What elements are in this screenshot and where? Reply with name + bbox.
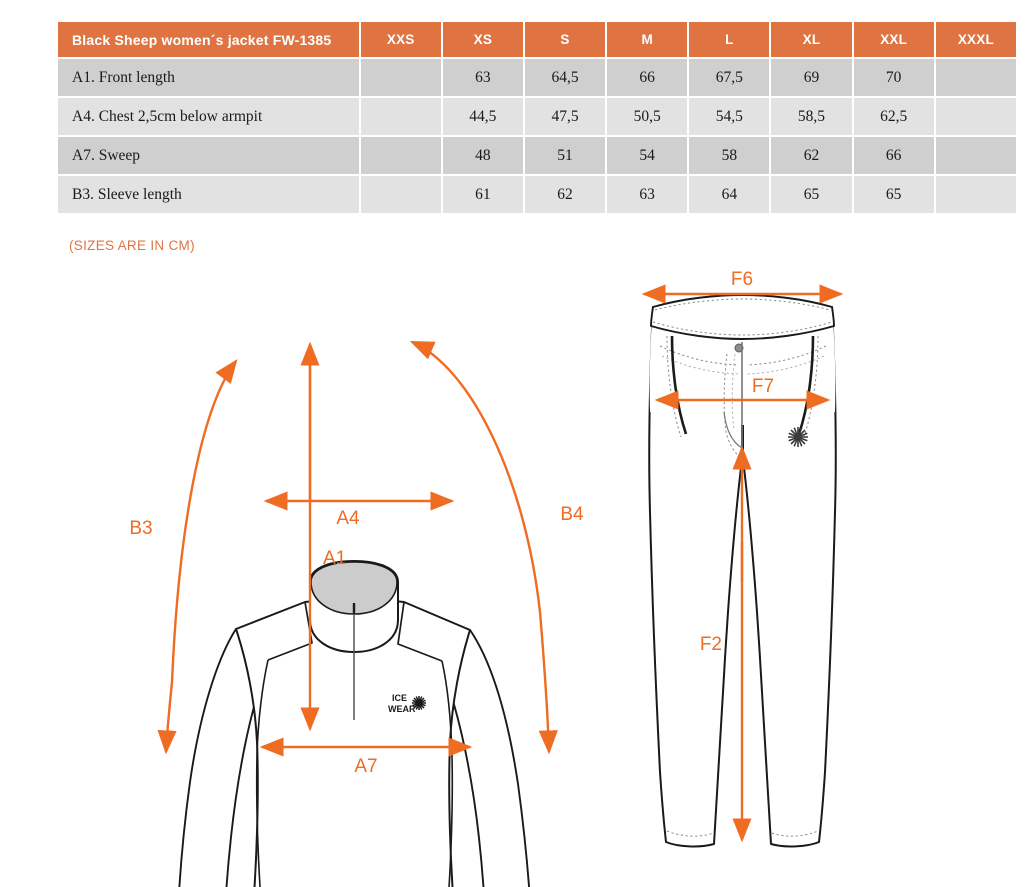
- f6-measurement-label: F6: [731, 269, 753, 290]
- cell-value: 63: [442, 59, 523, 96]
- jacket-collar-inner-fill: [310, 561, 398, 615]
- cell-value: 66: [607, 59, 688, 96]
- measurement-label: B3. Sleeve length: [58, 176, 359, 213]
- b3-measurement-label: B3: [129, 518, 152, 539]
- cell-value: 64,5: [524, 59, 606, 96]
- size-header-l: L: [689, 22, 770, 57]
- cell-value: 65: [771, 176, 852, 213]
- pants-left-hem-stitch: [666, 830, 714, 837]
- pants-right-yoke-stitch2: [746, 355, 825, 375]
- measurement-label: A7. Sweep: [58, 137, 359, 174]
- pants-right-leg: [742, 306, 837, 848]
- pants-waistband: [650, 294, 835, 340]
- cell-value: [360, 137, 441, 174]
- cell-value: 54,5: [689, 98, 770, 135]
- cell-value: 58,5: [771, 98, 852, 135]
- measurement-label: A4. Chest 2,5cm below armpit: [58, 98, 359, 135]
- units-note: (SIZES ARE IN CM): [69, 238, 195, 253]
- cell-value: 66: [853, 137, 934, 174]
- cell-value: [360, 59, 441, 96]
- size-header-xs: XS: [442, 22, 523, 57]
- size-chart-table: Black Sheep women´s jacket FW-1385 XXS X…: [56, 20, 1018, 215]
- measurement-label: A1. Front length: [58, 59, 359, 96]
- table-body: A1. Front length 63 64,5 66 67,5 69 70 A…: [58, 59, 1016, 213]
- table-header-row: Black Sheep women´s jacket FW-1385 XXS X…: [58, 22, 1016, 57]
- table-row: A7. Sweep 48 51 54 58 62 66: [58, 137, 1016, 174]
- pants-right-pocket: [797, 335, 815, 435]
- cell-value: 62: [771, 137, 852, 174]
- cell-value: [935, 98, 1016, 135]
- b3-measurement-arrow: [157, 359, 238, 755]
- cell-value: 58: [689, 137, 770, 174]
- brand-label-line1: ICE: [392, 693, 407, 703]
- cell-value: 62: [524, 176, 606, 213]
- b4-measurement-label: B4: [560, 504, 584, 525]
- jacket-left-sleeve: [178, 628, 266, 887]
- a4-measurement-label: A4: [336, 508, 360, 529]
- a7-measurement-label: A7: [354, 756, 377, 777]
- cell-value: 63: [607, 176, 688, 213]
- pants-left-pocket-edge: [666, 335, 682, 438]
- cell-value: [935, 137, 1016, 174]
- table-header: Black Sheep women´s jacket FW-1385 XXS X…: [58, 22, 1016, 57]
- table-row: B3. Sleeve length 61 62 63 64 65 65: [58, 176, 1016, 213]
- size-header-s: S: [524, 22, 606, 57]
- cell-value: 62,5: [853, 98, 934, 135]
- cell-value: 65: [853, 176, 934, 213]
- cell-value: [360, 176, 441, 213]
- pants-button-icon: [734, 343, 744, 353]
- f2-measurement-label: F2: [700, 634, 722, 655]
- cell-value: 50,5: [607, 98, 688, 135]
- pants-left-yoke-stitch: [659, 345, 739, 366]
- size-header-xxl: XXL: [853, 22, 934, 57]
- cell-value: [935, 176, 1016, 213]
- jacket-left-yoke-seam: [267, 601, 313, 661]
- cell-value: 48: [442, 137, 523, 174]
- cell-value: [360, 98, 441, 135]
- cell-value: 69: [771, 59, 852, 96]
- product-name-header: Black Sheep women´s jacket FW-1385: [58, 22, 359, 57]
- technical-drawings: ICE WEAR: [0, 262, 1032, 887]
- snowflake-icon: [412, 696, 426, 710]
- cell-value: 64: [689, 176, 770, 213]
- table-row: A4. Chest 2,5cm below armpit 44,5 47,5 5…: [58, 98, 1016, 135]
- pants-right-pocket-edge: [803, 335, 819, 438]
- pants-illustration: F6 F7 F2: [641, 269, 844, 848]
- size-header-xxxl: XXXL: [935, 22, 1016, 57]
- pants-left-pocket: [670, 335, 688, 435]
- cell-value: 51: [524, 137, 606, 174]
- pants-left-leg: [648, 306, 743, 848]
- cell-value: [935, 59, 1016, 96]
- size-header-xl: XL: [771, 22, 852, 57]
- cell-value: 70: [853, 59, 934, 96]
- size-header-xxs: XXS: [360, 22, 441, 57]
- cell-value: 54: [607, 137, 688, 174]
- cell-value: 61: [442, 176, 523, 213]
- pants-fly-stitch: [723, 353, 741, 458]
- snowflake-icon: [788, 427, 808, 447]
- pants-right-yoke-stitch: [746, 345, 827, 366]
- cell-value: 67,5: [689, 59, 770, 96]
- a1-measurement-label: A1: [323, 548, 346, 569]
- table-row: A1. Front length 63 64,5 66 67,5 69 70: [58, 59, 1016, 96]
- cell-value: 44,5: [442, 98, 523, 135]
- b4-measurement-arrow: [409, 340, 558, 755]
- jacket-left-armhole-seam: [255, 659, 269, 887]
- brand-label-line2: WEAR: [388, 704, 416, 714]
- pants-left-yoke-stitch2: [661, 355, 739, 375]
- f7-measurement-label: F7: [752, 376, 774, 397]
- size-header-m: M: [607, 22, 688, 57]
- cell-value: 47,5: [524, 98, 606, 135]
- jacket-illustration: ICE WEAR: [129, 340, 584, 887]
